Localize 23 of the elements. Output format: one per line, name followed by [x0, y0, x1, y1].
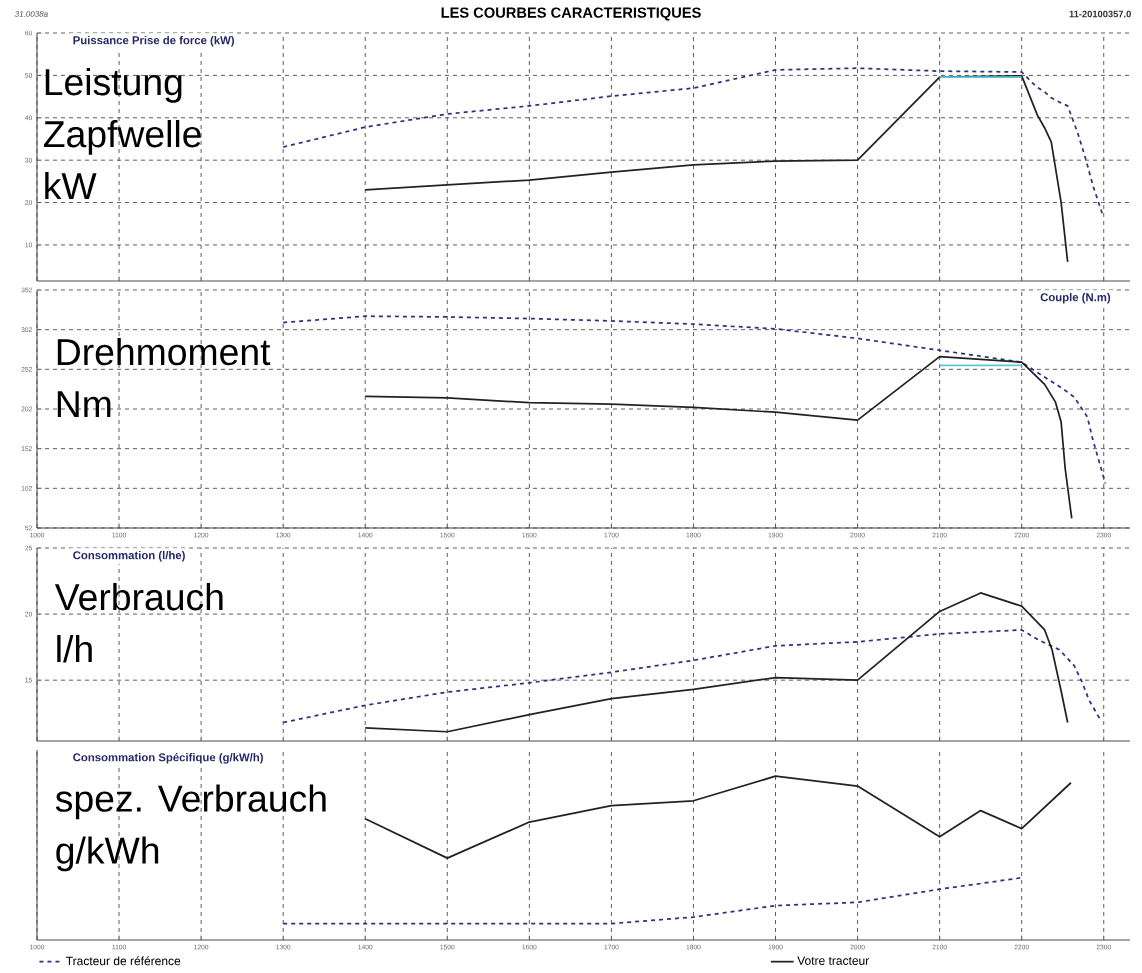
- annotation: Leistung: [45, 68, 182, 103]
- line-series: [282, 629, 1101, 724]
- annotation: Zapfwelle: [43, 119, 201, 155]
- chart-subtitle: Consommation (l/he): [73, 550, 185, 562]
- text: 11-20100357.0: [1069, 10, 1131, 18]
- line-series: [282, 67, 1103, 215]
- line-series: [364, 592, 1069, 733]
- annotation: Drehmoment: [57, 337, 271, 366]
- chart-subtitle: Puissance Prise de force (kW): [73, 35, 235, 47]
- text: 31.0038a: [14, 11, 48, 17]
- annotation: kW: [45, 172, 97, 200]
- legend-label: Tracteur de référence: [66, 956, 181, 966]
- annotation: g/kWh: [56, 836, 159, 872]
- annotation: Verbrauch: [54, 583, 223, 611]
- chart-subtitle: Consommation Spécifique (g/kW/h): [73, 752, 263, 764]
- chart-title: LES COURBES CARACTERISTIQUES: [441, 7, 701, 21]
- annotation: spez. Verbrauch: [55, 784, 326, 820]
- annotation: l/h: [57, 635, 92, 663]
- annotation: Nm: [57, 391, 111, 417]
- legend-label: Votre tracteur: [797, 956, 870, 965]
- line-series: [364, 355, 1073, 520]
- line-series: [364, 74, 1069, 263]
- chart-subtitle: Couple (N.m): [1040, 292, 1111, 304]
